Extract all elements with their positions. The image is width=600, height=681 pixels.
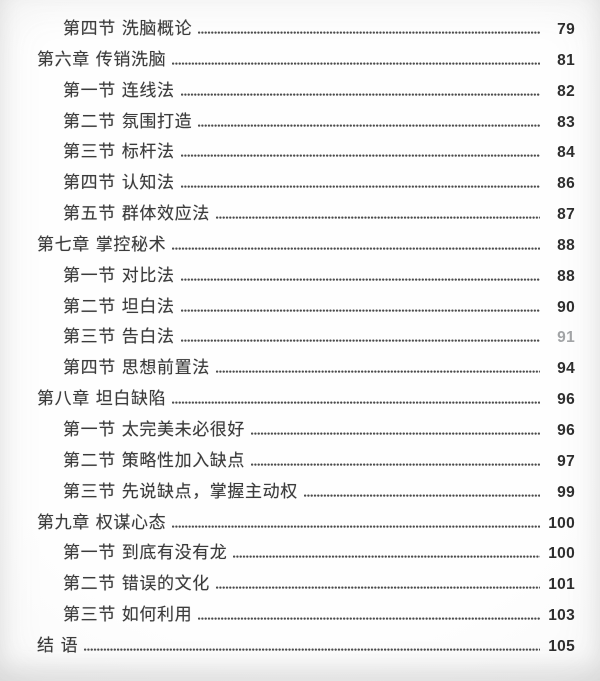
toc-entry-title: 第七章 掌控秘术 (37, 234, 167, 255)
toc-entry-page-number: 88 (557, 267, 575, 285)
toc-entry-title: 第二节 坦白法 (63, 296, 175, 317)
toc-entry-page-number: 100 (548, 545, 575, 563)
toc-entry-page-number: 87 (557, 206, 575, 224)
toc-entry-title: 第四节 思想前置法 (63, 358, 210, 379)
dot-leader (303, 493, 540, 497)
toc-entry: 第一节 对比法 88 (0, 261, 575, 292)
toc-entry-title: 第一节 到底有没有龙 (63, 543, 228, 564)
toc-entry: 第七章 掌控秘术 88 (0, 230, 575, 261)
toc-entry-page-number: 97 (557, 452, 575, 470)
dot-leader (198, 123, 540, 127)
toc-entry: 第四节 洗脑概论 79 (0, 14, 575, 45)
toc-entry-page-number: 100 (548, 514, 575, 532)
toc-entry-page-number: 99 (557, 483, 575, 501)
dot-leader (180, 185, 540, 189)
dot-leader (180, 154, 540, 158)
dot-leader (251, 431, 540, 435)
dot-leader (180, 308, 540, 312)
toc-entry: 第四节 认知法 86 (0, 168, 575, 199)
toc-entry: 第二节 错误的文化 101 (0, 569, 575, 600)
toc-entry-title: 第一节 对比法 (63, 265, 175, 286)
toc-entry-page-number: 103 (548, 607, 575, 625)
toc-entry: 第二节 氛围打造 83 (0, 107, 575, 138)
dot-leader (172, 524, 540, 528)
toc-entry-title: 第三节 标杆法 (63, 142, 175, 163)
dot-leader (180, 277, 540, 281)
dot-leader (233, 555, 540, 559)
toc-entry: 第三节 标杆法 84 (0, 137, 575, 168)
toc-entry-title: 第六章 传销洗脑 (37, 49, 167, 70)
toc-entry-page-number: 86 (557, 175, 575, 193)
dot-leader (198, 31, 540, 34)
toc-entry-title: 第一节 连线法 (63, 80, 175, 101)
toc-entry-title: 第三节 告白法 (63, 327, 175, 348)
toc-entry-page-number: 88 (557, 236, 575, 254)
toc-entry: 第一节 连线法 82 (0, 76, 575, 107)
toc-entry-page-number: 96 (557, 391, 575, 409)
dot-leader (172, 401, 540, 405)
dot-leader (215, 370, 540, 374)
toc-entry-title: 第四节 认知法 (63, 173, 175, 194)
toc-entry: 第九章 权谋心态 100 (0, 508, 575, 539)
toc-entry: 第三节 先说缺点，掌握主动权 99 (0, 477, 575, 508)
toc-entry-page-number: 79 (557, 21, 575, 38)
toc-entry-title: 第四节 洗脑概论 (63, 19, 193, 39)
toc-entry-page-number: 90 (557, 298, 575, 316)
dot-leader (251, 462, 540, 466)
toc-entry-title: 第二节 氛围打造 (63, 111, 193, 132)
toc-entry-title: 结 语 (37, 635, 79, 656)
toc-entry-page-number: 84 (557, 144, 575, 162)
toc-entry: 第二节 策略性加入缺点 97 (0, 446, 575, 477)
toc-entry: 第二节 坦白法 90 (0, 292, 575, 323)
toc-entry-page-number: 94 (557, 360, 575, 378)
toc-entry: 第一节 到底有没有龙 100 (0, 538, 575, 569)
toc-entry: 第一节 太完美未必很好 96 (0, 415, 575, 446)
toc-entry: 第三节 告白法 91 (0, 322, 575, 353)
toc-entry-title: 第五节 群体效应法 (63, 204, 210, 225)
toc-entry-title: 第二节 策略性加入缺点 (63, 450, 246, 471)
toc-entry-page-number: 91 (557, 329, 575, 347)
toc-entry: 第五节 群体效应法 87 (0, 199, 575, 230)
toc-entry-title: 第二节 错误的文化 (63, 574, 210, 595)
toc-entry: 第四节 思想前置法 94 (0, 353, 575, 384)
dot-leader (180, 92, 540, 96)
dot-leader (172, 246, 540, 250)
dot-leader (198, 617, 540, 621)
toc-entry-page-number: 83 (557, 113, 575, 131)
toc-entry: 第六章 传销洗脑 81 (0, 45, 575, 76)
toc-entry-page-number: 82 (557, 82, 575, 100)
toc-entry-page-number: 101 (548, 576, 575, 594)
dot-leader (172, 61, 540, 65)
toc-entry-title: 第八章 坦白缺陷 (37, 389, 167, 410)
dot-leader (215, 586, 540, 590)
toc-entry: 结 语 105 (0, 631, 575, 662)
toc-entry: 第三节 如何利用 103 (0, 600, 575, 631)
dot-leader (84, 647, 540, 651)
toc-entry-title: 第九章 权谋心态 (37, 512, 167, 533)
dot-leader (180, 339, 540, 343)
toc-list: 第四节 洗脑概论 79 第六章 传销洗脑 81 第一节 连线法 82 第二节 氛围打造 83 第… (0, 14, 600, 662)
toc-entry-title: 第三节 先说缺点，掌握主动权 (63, 481, 298, 502)
toc-entry-page-number: 81 (557, 51, 575, 69)
toc-entry-title: 第三节 如何利用 (63, 605, 193, 626)
toc-entry-page-number: 96 (557, 421, 575, 439)
toc-entry-title: 第一节 太完美未必很好 (63, 419, 246, 440)
toc-entry-page-number: 105 (548, 637, 575, 655)
toc-entry: 第八章 坦白缺陷 96 (0, 384, 575, 415)
dot-leader (215, 216, 540, 220)
